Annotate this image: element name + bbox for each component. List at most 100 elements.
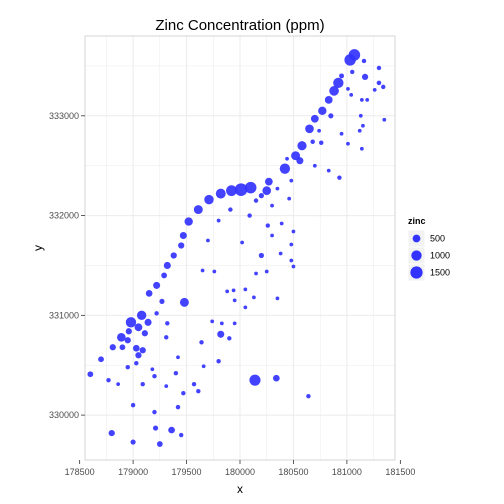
x-tick-label: 181000 [332,467,362,477]
legend-title: zinc [408,216,426,226]
data-point [117,332,126,342]
data-point [216,218,221,223]
data-point [141,330,148,337]
data-point [179,297,189,307]
data-point [216,359,221,364]
data-point [226,185,237,197]
data-point [124,337,131,344]
data-point [297,141,307,151]
data-point [163,261,171,269]
y-axis-ticks: 330000 331000 332000 333000 [49,111,85,420]
data-point [253,198,259,203]
data-point [134,323,143,332]
data-point [164,335,169,340]
data-point [140,381,145,387]
data-point [252,295,256,300]
data-point [139,347,146,354]
data-point [359,97,364,102]
x-tick-label: 181500 [385,467,415,477]
data-point [262,186,272,195]
data-point [329,86,339,96]
data-point [165,321,170,326]
data-point [361,123,365,128]
data-point [196,388,201,394]
data-point [305,124,314,134]
data-point [357,128,362,133]
y-tick-label: 332000 [49,211,79,221]
data-point [243,287,248,292]
data-point [310,114,319,123]
legend-key-point [410,266,423,279]
data-point [273,374,280,382]
data-point [247,213,252,218]
data-point [161,272,167,279]
data-point [164,384,169,389]
data-point [170,252,177,259]
data-point [264,177,273,186]
data-point [130,402,136,408]
data-point [109,344,116,351]
x-axis-ticks: 178500 179000 179500 180000 180500 181000 1815… [65,460,415,477]
data-point [244,181,257,194]
legend-key-point [411,250,422,261]
data-point [278,251,283,256]
data-point [324,95,333,104]
data-point [350,69,355,75]
legend-label: 1500 [430,268,450,278]
data-point [376,80,382,86]
y-axis-title: y [31,245,45,251]
data-point [136,310,147,321]
data-point [376,65,382,71]
data-point [228,207,233,212]
data-point [200,268,205,273]
data-point [144,318,152,326]
data-point [108,429,115,437]
data-point [291,229,296,234]
data-point [339,73,345,79]
data-point [359,146,364,151]
data-point [152,425,159,431]
data-point [361,73,369,81]
data-point [310,139,315,144]
data-point [204,194,214,205]
data-point [296,157,304,165]
data-point [319,140,324,145]
data-point [249,374,261,386]
x-tick-label: 179000 [118,467,148,477]
grid-lines [84,35,396,461]
data-point [178,242,185,249]
data-point [279,221,284,226]
data-point [191,381,197,387]
data-point [212,269,217,274]
data-point [232,298,237,303]
y-tick-label: 331000 [49,310,79,320]
data-point [145,290,153,297]
data-point [116,382,121,387]
data-point [275,296,280,301]
data-point [156,441,163,447]
data-point [227,336,232,341]
data-point [125,365,130,370]
data-point [289,178,294,183]
data-point [152,373,157,379]
data-point [181,390,186,396]
x-tick-label: 180000 [225,467,255,477]
data-point [270,233,274,238]
data-point [231,288,236,293]
data-point [232,321,237,326]
data-point [279,163,291,174]
data-point [243,305,248,310]
data-point [258,193,264,199]
data-point [349,92,354,97]
data-point [318,106,327,116]
data-point [317,128,321,133]
data-point [179,231,187,240]
data-point [87,371,94,378]
data-point [135,352,142,359]
legend-label: 500 [430,234,445,244]
chart-title: Zinc Concentration (ppm) [155,17,324,34]
data-point [184,217,193,226]
data-point [381,84,386,90]
data-point [285,156,289,161]
legend-label: 1000 [430,251,450,261]
